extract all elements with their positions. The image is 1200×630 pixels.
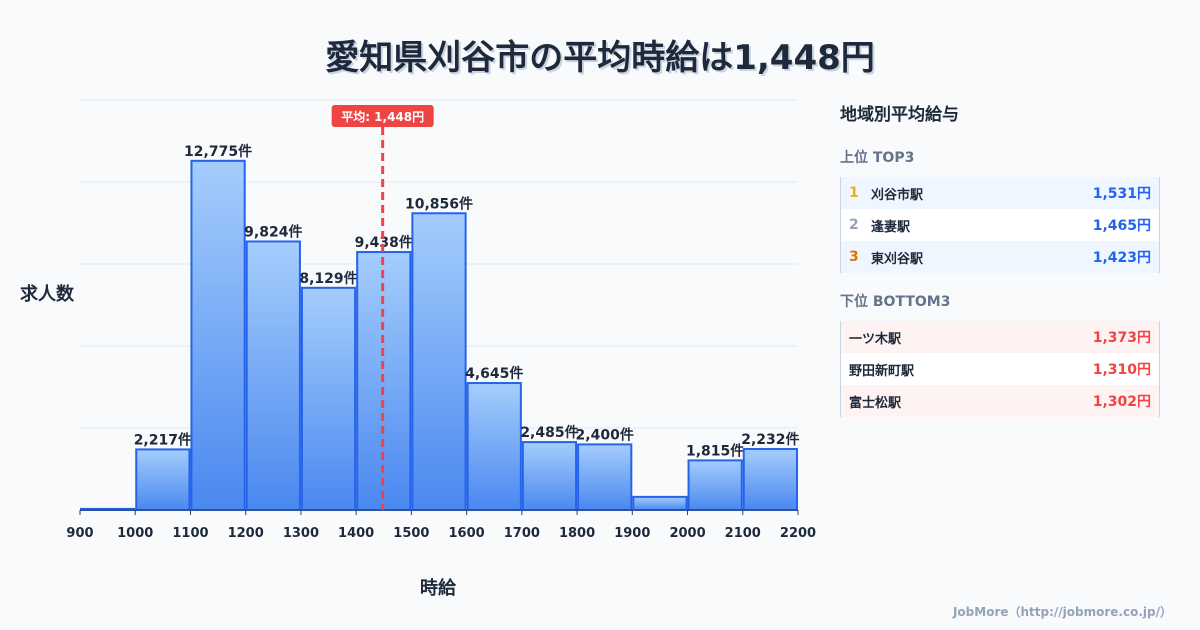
regional-salary-panel: 地域別平均給与 上位 TOP3 1 刈谷市駅 1,531円 2 逢妻駅 1,465円 3… bbox=[840, 100, 1160, 435]
histogram-bar bbox=[632, 495, 688, 512]
bar-data-label: 8,129件 bbox=[299, 270, 357, 287]
histogram-bar bbox=[742, 447, 798, 512]
station-name: 刈谷市駅 bbox=[871, 187, 924, 203]
bar-data-label: 2,400件 bbox=[576, 426, 634, 443]
salary-value: 1,302円 bbox=[1092, 394, 1151, 410]
histogram-bar bbox=[300, 286, 357, 512]
x-tick-label: 1400 bbox=[338, 526, 374, 541]
salary-value: 1,423円 bbox=[1092, 250, 1151, 266]
panel-title: 地域別平均給与 bbox=[840, 105, 959, 125]
station-name: 野田新町駅 bbox=[849, 363, 915, 379]
bar-data-label: 1,815件 bbox=[686, 442, 744, 459]
table-row: 野田新町駅 1,310円 bbox=[841, 353, 1159, 385]
x-tick-label: 1500 bbox=[393, 526, 429, 541]
mean-label: 平均: 1,448円 bbox=[341, 109, 424, 124]
bar-data-label: 9,824件 bbox=[244, 223, 302, 240]
rank: 1 bbox=[849, 185, 859, 201]
histogram-bar bbox=[135, 448, 191, 512]
x-tick-label: 2100 bbox=[725, 526, 761, 541]
salary-value: 1,465円 bbox=[1092, 218, 1151, 234]
x-tick-label: 2200 bbox=[780, 526, 816, 541]
table-row: 3 東刈谷駅 1,423円 bbox=[841, 241, 1159, 273]
x-tick-label: 1700 bbox=[504, 526, 540, 541]
x-tick-label: 1800 bbox=[559, 526, 595, 541]
x-tick-label: 1900 bbox=[614, 526, 650, 541]
mean-label-badge bbox=[331, 105, 434, 127]
histogram-bar bbox=[577, 443, 633, 511]
salary-value: 1,373円 bbox=[1092, 330, 1151, 346]
x-tick-label: 900 bbox=[66, 526, 93, 541]
top-section-label: 上位 TOP3 bbox=[840, 150, 915, 166]
x-tick-label: 1000 bbox=[117, 526, 153, 541]
bar-data-label: 10,856件 bbox=[405, 195, 473, 212]
histogram-bar bbox=[190, 159, 246, 511]
table-row: 2 逢妻駅 1,465円 bbox=[841, 209, 1159, 241]
histogram-chart: 2,217件 12,775件 9,824件 8,129件 9,438件 10,856件 4,… bbox=[66, 99, 816, 541]
page-title: 愛知県刈谷市の平均時給は1,448円 bbox=[325, 38, 875, 78]
histogram-bar bbox=[687, 459, 743, 512]
histogram-bar bbox=[466, 382, 522, 511]
x-tick-label: 1200 bbox=[228, 526, 264, 541]
x-tick-label: 2000 bbox=[669, 526, 705, 541]
table-row: 一ツ木駅 1,373円 bbox=[841, 321, 1159, 353]
x-axis-label: 時給 bbox=[420, 578, 456, 599]
histogram-bar bbox=[521, 441, 578, 511]
station-name: 富士松駅 bbox=[849, 395, 902, 411]
table-row: 富士松駅 1,302円 bbox=[841, 385, 1159, 417]
x-tick-label: 1600 bbox=[449, 526, 485, 541]
y-axis-label: 求人数 bbox=[20, 284, 74, 305]
footer-credit: JobMore（http://jobmore.co.jp/） bbox=[952, 605, 1172, 619]
rank: 3 bbox=[849, 249, 859, 265]
station-name: 東刈谷駅 bbox=[871, 251, 924, 267]
bottom-section-label: 下位 BOTTOM3 bbox=[840, 294, 951, 310]
salary-value: 1,310円 bbox=[1092, 362, 1151, 378]
bar-data-label: 2,485件 bbox=[520, 424, 578, 441]
x-tick-label: 1300 bbox=[283, 526, 319, 541]
bottom-table: 一ツ木駅 1,373円 野田新町駅 1,310円 富士松駅 1,302円 bbox=[840, 321, 1160, 417]
bar-data-label: 4,645件 bbox=[465, 365, 523, 382]
table-row: 1 刈谷市駅 1,531円 bbox=[841, 177, 1159, 209]
bar-data-label: 2,232件 bbox=[741, 431, 799, 448]
bar-data-label: 2,217件 bbox=[134, 431, 192, 448]
histogram-bar bbox=[411, 212, 467, 511]
x-tick-label: 1100 bbox=[172, 526, 208, 541]
station-name: 一ツ木駅 bbox=[849, 331, 902, 347]
bar-data-label: 9,438件 bbox=[355, 234, 413, 251]
bar-data-label: 12,775件 bbox=[184, 143, 252, 160]
salary-value: 1,531円 bbox=[1092, 186, 1151, 202]
station-name: 逢妻駅 bbox=[871, 219, 911, 235]
top-table: 1 刈谷市駅 1,531円 2 逢妻駅 1,465円 3 東刈谷駅 1,423円 bbox=[840, 177, 1160, 273]
histogram-bar bbox=[245, 240, 301, 512]
rank: 2 bbox=[849, 217, 859, 233]
